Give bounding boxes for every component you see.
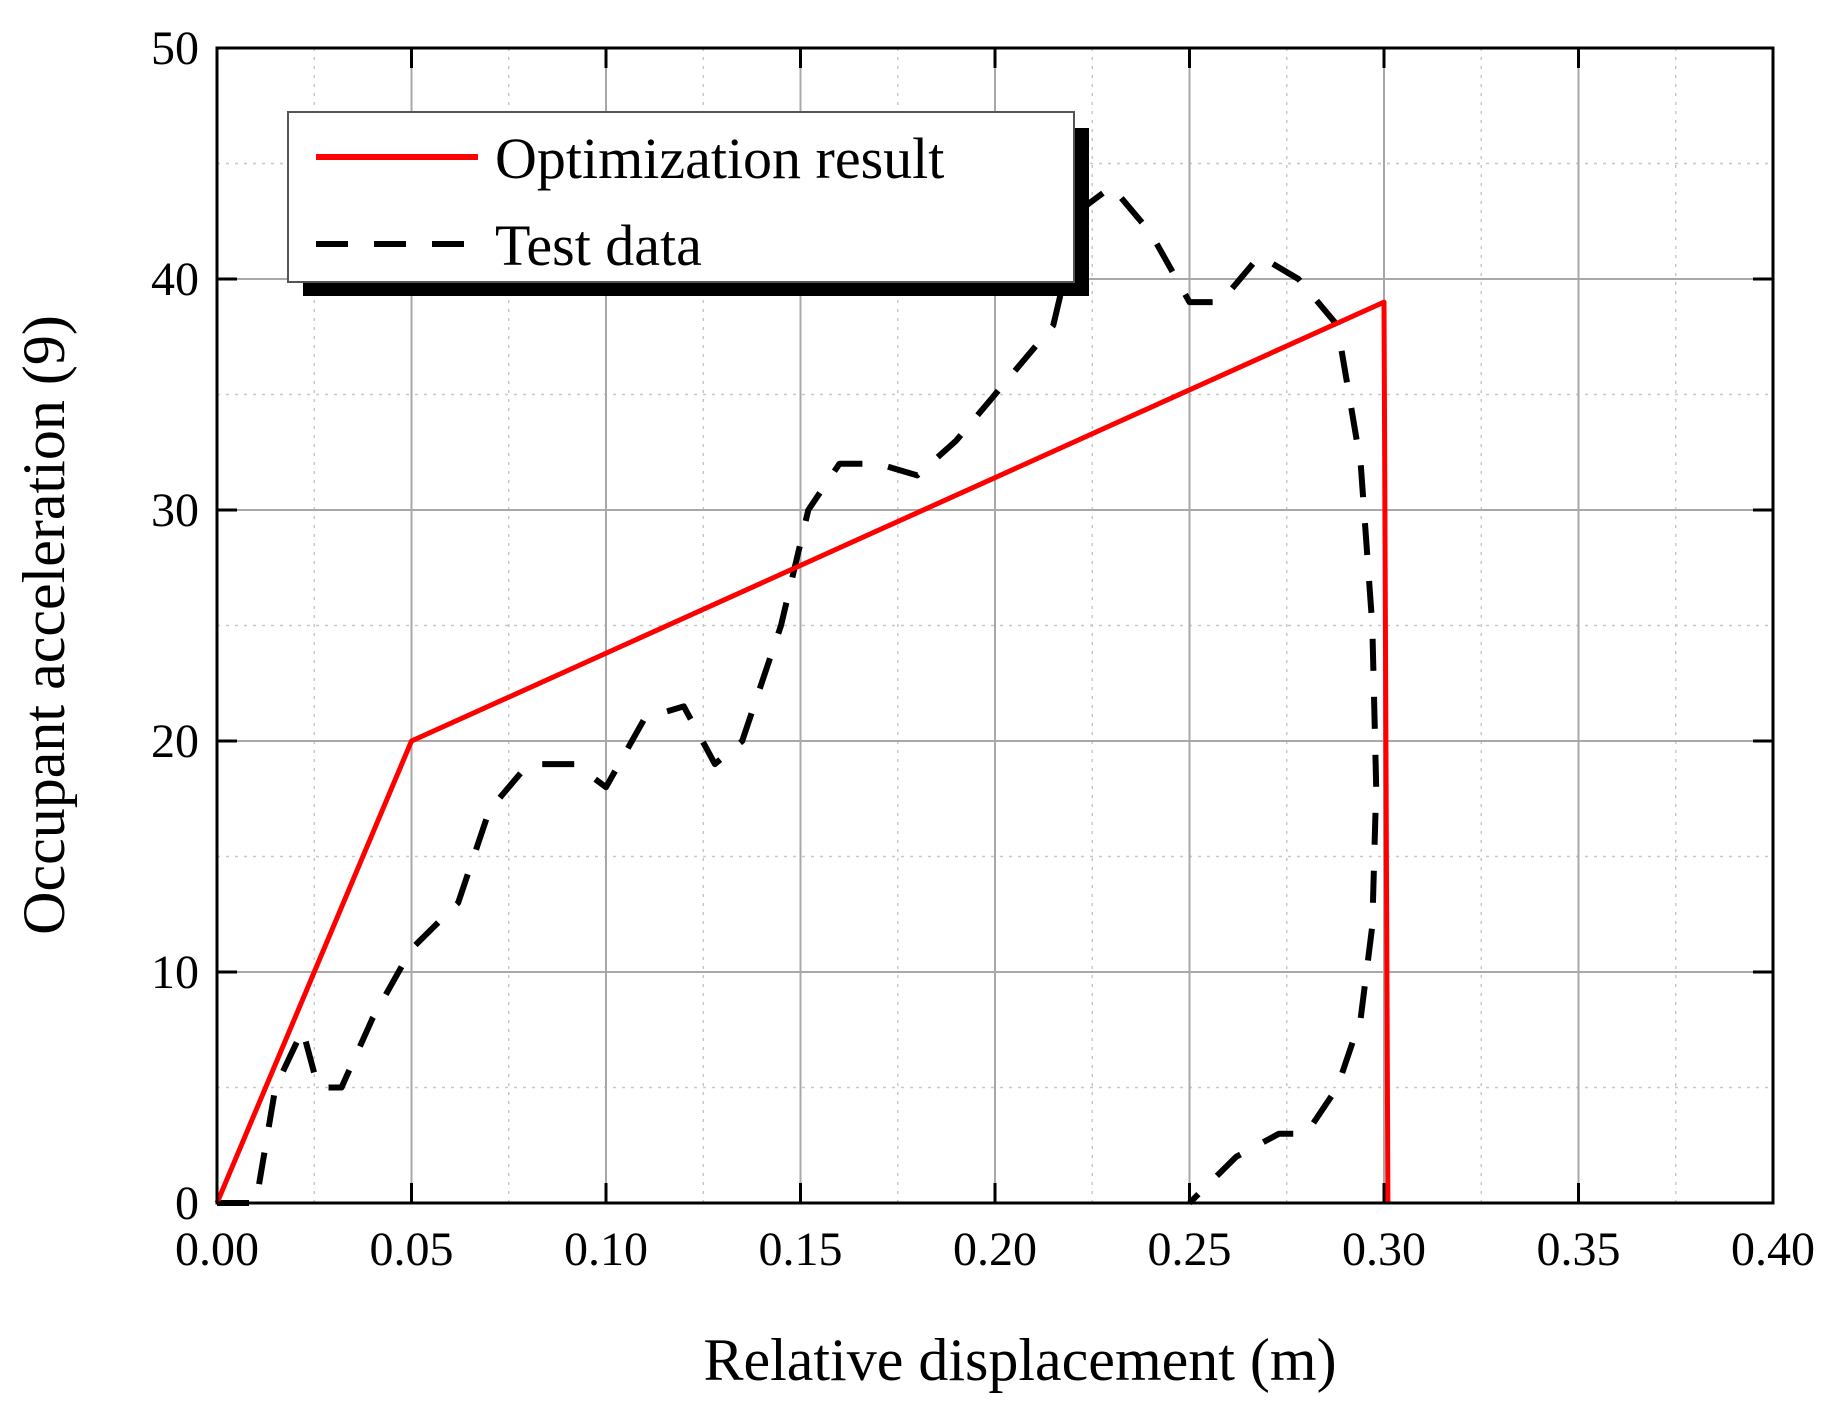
plot-frame bbox=[215, 46, 1775, 1205]
x-tick-label: 0.05 bbox=[370, 1223, 454, 1276]
y-tick-label: 50 bbox=[151, 22, 199, 75]
x-tick-label: 0.00 bbox=[175, 1223, 259, 1276]
legend-box bbox=[287, 111, 1075, 283]
series-lines bbox=[214, 183, 1391, 1206]
tick-labels: 0.00 0.05 0.10 0.15 0.20 0.25 0.30 0.35 0.40 0 10 2… bbox=[151, 22, 1815, 1276]
x-tick-label: 0.40 bbox=[1731, 1223, 1815, 1276]
x-tick-label: 0.15 bbox=[759, 1223, 843, 1276]
x-axis-title: Relative displacement (m) bbox=[703, 1327, 1336, 1393]
legend-label-test-data: Test data bbox=[495, 213, 702, 278]
y-tick-label: 0 bbox=[175, 1177, 199, 1230]
x-tick-label: 0.25 bbox=[1148, 1223, 1232, 1276]
x-tick-label: 0.35 bbox=[1537, 1223, 1621, 1276]
y-tick-label: 40 bbox=[151, 253, 199, 306]
legend-label-optimization-result: Optimization result bbox=[495, 126, 944, 191]
x-tick-label: 0.20 bbox=[953, 1223, 1037, 1276]
y-axis-title: Occupant acceleration (9) bbox=[11, 315, 77, 935]
y-tick-label: 30 bbox=[151, 484, 199, 537]
x-tick-label: 0.30 bbox=[1342, 1223, 1426, 1276]
y-tick-label: 20 bbox=[151, 715, 199, 768]
x-tick-label: 0.10 bbox=[564, 1223, 648, 1276]
series-line-test-data bbox=[217, 183, 1380, 1206]
legend: Optimization result Test data bbox=[287, 111, 1089, 296]
y-tick-label: 10 bbox=[151, 946, 199, 999]
series-line-optimization-result bbox=[214, 299, 1391, 1204]
